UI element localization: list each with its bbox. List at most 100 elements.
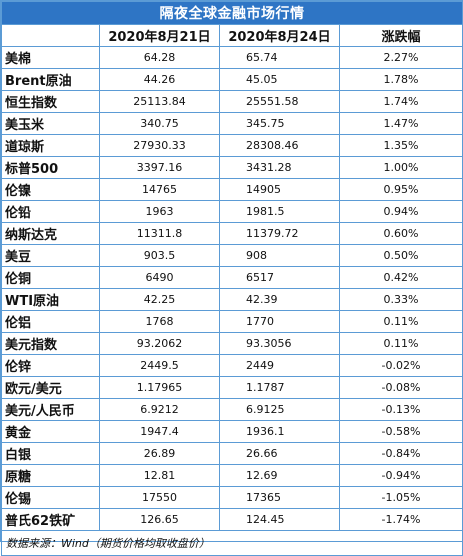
row-change-pct: -0.58% [339,420,463,443]
row-name: 伦锌 [1,354,100,377]
row-name: 伦铜 [1,266,100,289]
row-change-pct: -0.94% [339,464,463,487]
row-name: 美元/人民币 [1,398,100,421]
row-change-pct: -0.13% [339,398,463,421]
row-change-pct: 0.11% [339,310,463,333]
row-value-date-2: 26.66 [219,442,340,465]
row-value-date-1: 1.17965 [99,376,220,399]
row-value-date-2: 908 [219,244,340,267]
row-value-date-1: 93.2062 [99,332,220,355]
row-value-date-2: 1.1787 [219,376,340,399]
row-value-date-2: 124.45 [219,508,340,531]
row-value-date-1: 14765 [99,178,220,201]
row-name: 伦锡 [1,486,100,509]
row-value-date-2: 6517 [219,266,340,289]
row-value-date-1: 27930.33 [99,134,220,157]
row-value-date-2: 65.74 [219,46,340,69]
row-value-date-1: 42.25 [99,288,220,311]
row-value-date-1: 1947.4 [99,420,220,443]
row-name: 原糖 [1,464,100,487]
row-name: 美玉米 [1,112,100,135]
row-value-date-1: 6.9212 [99,398,220,421]
table-row: 美元指数 93.2062 93.3056 0.11% [1,332,463,355]
row-change-pct: 0.95% [339,178,463,201]
table-row: Brent原油 44.26 45.05 1.78% [1,68,463,91]
table-row: 美棉 64.28 65.74 2.27% [1,46,463,69]
row-name: 伦铝 [1,310,100,333]
row-value-date-1: 903.5 [99,244,220,267]
row-name: 恒生指数 [1,90,100,113]
row-change-pct: 1.00% [339,156,463,179]
row-change-pct: 0.42% [339,266,463,289]
table-row: 伦锌 2449.5 2449 -0.02% [1,354,463,377]
row-name: 伦镍 [1,178,100,201]
row-name: 普氏62铁矿 [1,508,100,531]
row-value-date-1: 17550 [99,486,220,509]
table-row: 欧元/美元 1.17965 1.1787 -0.08% [1,376,463,399]
row-value-date-2: 345.75 [219,112,340,135]
table-row: 伦锡 17550 17365 -1.05% [1,486,463,509]
row-change-pct: -0.08% [339,376,463,399]
row-value-date-1: 64.28 [99,46,220,69]
header-date-2: 2020年8月24日 [219,24,340,47]
table-title-row: 隔夜全球金融市场行情 [1,1,463,25]
table-row: 标普500 3397.16 3431.28 1.00% [1,156,463,179]
table-row: WTI原油 42.25 42.39 0.33% [1,288,463,311]
row-name: 道琼斯 [1,134,100,157]
row-name: WTI原油 [1,288,100,311]
row-value-date-2: 12.69 [219,464,340,487]
header-name [1,24,100,47]
row-name: 白银 [1,442,100,465]
header-row: 2020年8月21日 2020年8月24日 涨跌幅 [1,24,463,47]
row-value-date-2: 93.3056 [219,332,340,355]
row-value-date-2: 1981.5 [219,200,340,223]
table-row: 伦铝 1768 1770 0.11% [1,310,463,333]
row-value-date-2: 25551.58 [219,90,340,113]
row-value-date-1: 2449.5 [99,354,220,377]
row-change-pct: 1.74% [339,90,463,113]
row-change-pct: 0.94% [339,200,463,223]
row-value-date-2: 14905 [219,178,340,201]
row-name: 纳斯达克 [1,222,100,245]
row-value-date-2: 6.9125 [219,398,340,421]
row-change-pct: 1.78% [339,68,463,91]
table-row: 美玉米 340.75 345.75 1.47% [1,112,463,135]
row-name: 欧元/美元 [1,376,100,399]
table-title: 隔夜全球金融市场行情 [1,1,463,25]
row-change-pct: 0.60% [339,222,463,245]
row-change-pct: 2.27% [339,46,463,69]
table-row: 美豆 903.5 908 0.50% [1,244,463,267]
row-value-date-2: 1770 [219,310,340,333]
row-value-date-1: 25113.84 [99,90,220,113]
row-name: 美棉 [1,46,100,69]
table-row: 恒生指数 25113.84 25551.58 1.74% [1,90,463,113]
table-body: 美棉 64.28 65.74 2.27% Brent原油 44.26 45.05 1.78% 恒… [1,46,463,531]
row-value-date-1: 11311.8 [99,222,220,245]
row-value-date-1: 126.65 [99,508,220,531]
row-value-date-2: 42.39 [219,288,340,311]
header-change-pct: 涨跌幅 [339,24,463,47]
row-value-date-1: 1963 [99,200,220,223]
row-name: 伦铅 [1,200,100,223]
row-change-pct: -0.84% [339,442,463,465]
row-name: 黄金 [1,420,100,443]
footnote: 数据来源：Wind（期货价格均取收盘价） [1,530,463,556]
row-value-date-1: 26.89 [99,442,220,465]
row-value-date-1: 340.75 [99,112,220,135]
row-value-date-2: 11379.72 [219,222,340,245]
row-change-pct: -1.74% [339,508,463,531]
table-row: 纳斯达克 11311.8 11379.72 0.60% [1,222,463,245]
row-name: 美元指数 [1,332,100,355]
table-row: 道琼斯 27930.33 28308.46 1.35% [1,134,463,157]
row-name: 美豆 [1,244,100,267]
table-row: 黄金 1947.4 1936.1 -0.58% [1,420,463,443]
row-value-date-1: 3397.16 [99,156,220,179]
table-row: 伦铅 1963 1981.5 0.94% [1,200,463,223]
footnote-row: 数据来源：Wind（期货价格均取收盘价） [1,530,463,556]
table-row: 原糖 12.81 12.69 -0.94% [1,464,463,487]
row-value-date-1: 1768 [99,310,220,333]
row-change-pct: 1.35% [339,134,463,157]
row-value-date-1: 12.81 [99,464,220,487]
row-value-date-2: 28308.46 [219,134,340,157]
